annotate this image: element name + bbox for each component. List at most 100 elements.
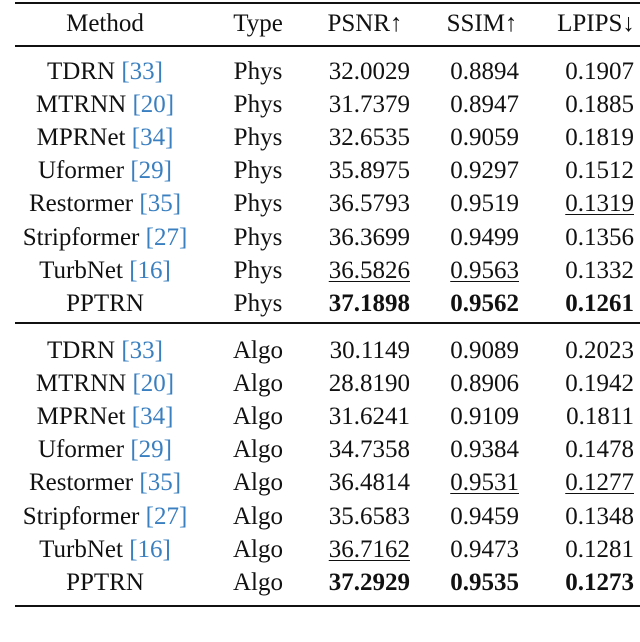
method-name: TurbNet [39,535,123,563]
psnr-cell: 30.1149 [329,337,410,364]
lpips-cell: 0.1273 [565,568,634,596]
method-cell: Stripformer [27] [23,502,188,532]
type-cell: Algo [233,403,283,431]
method-name: Uformer [38,157,125,185]
ssim-cell: 0.8906 [450,370,519,398]
method-cell: Uformer [29] [38,156,172,186]
psnr-cell: 36.7162 [328,535,410,563]
bottom-rule [15,605,640,607]
citation: [16] [129,535,171,563]
method-cell: MTRNN [20] [36,90,174,120]
method-cell: Restormer [35] [29,189,181,219]
type-cell: Phys [233,223,283,251]
header-cell: LPIPS↓ [557,10,635,37]
psnr-cell: 35.6583 [328,502,410,530]
method-name: MPRNet [36,403,126,431]
method-name: MPRNet [36,124,126,152]
header-cell: Type [233,10,283,37]
type-cell: Phys [233,91,283,119]
type-cell: Phys [233,124,283,152]
psnr-cell: 28.8190 [328,370,410,398]
psnr-cell: 32.6535 [328,124,410,152]
citation: [16] [129,256,171,284]
ssim-cell: 0.9519 [450,190,519,218]
psnr-cell: 34.7358 [328,436,410,464]
citation: [29] [130,436,172,464]
lpips-cell: 0.1811 [566,403,634,431]
type-cell: Algo [233,370,283,398]
header-cell: PSNR↑ [327,10,403,37]
psnr-cell: 36.5793 [328,190,410,218]
header-cell: SSIM↑ [446,10,518,37]
type-cell: Algo [233,502,283,530]
type-cell: Algo [233,535,283,563]
method-cell: TurbNet [16] [39,535,171,565]
ssim-cell: 0.9459 [450,502,519,530]
lpips-cell: 0.1356 [565,223,634,251]
method-name: TDRN [47,337,116,364]
psnr-cell: 32.0029 [328,58,410,85]
type-cell: Phys [233,157,283,185]
method-cell: PPTRN [66,568,144,598]
method-cell: Stripformer [27] [23,223,188,253]
header-cell: Method [66,10,144,37]
citation: [29] [130,157,172,185]
psnr-cell: 36.4814 [328,469,410,497]
lpips-cell: 0.2023 [565,337,634,364]
method-name: TurbNet [39,256,123,284]
lpips-cell: 0.1942 [565,370,634,398]
method-cell: Uformer [29] [38,435,172,465]
ssim-cell: 0.9297 [450,157,519,185]
method-name: PPTRN [66,568,144,596]
method-name: Stripformer [22,502,140,530]
lpips-cell: 0.1261 [565,289,634,317]
method-cell: TDRN [33] [47,336,163,366]
ssim-cell: 0.9499 [450,223,519,251]
method-name: Stripformer [22,223,140,251]
citation: [20] [132,91,175,119]
group-rule [15,322,640,324]
ssim-cell: 0.8894 [450,58,519,85]
method-name: MTRNN [35,370,127,398]
citation: [35] [139,190,182,218]
ssim-cell: 0.9535 [450,568,519,596]
type-cell: Phys [233,256,283,284]
type-cell: Phys [233,289,283,317]
method-cell: MTRNN [20] [36,369,174,399]
ssim-cell: 0.9473 [450,535,519,563]
lpips-cell: 0.1478 [565,436,634,464]
method-name: Uformer [38,436,125,464]
top-rule [15,2,640,4]
type-cell: Phys [233,58,283,85]
citation: [20] [132,370,175,398]
ssim-cell: 0.8947 [450,91,519,119]
ssim-cell: 0.9089 [450,337,519,364]
psnr-cell: 31.6241 [328,403,410,431]
method-cell: MPRNet [34] [37,123,174,153]
citation: [34] [131,403,174,431]
method-cell: Restormer [35] [29,468,181,498]
psnr-cell: 31.7379 [328,91,410,119]
method-cell: TDRN [33] [47,57,163,87]
method-name: PPTRN [66,289,144,317]
ssim-cell: 0.9059 [450,124,519,152]
type-cell: Algo [233,469,283,497]
lpips-cell: 0.1281 [565,535,634,563]
method-name: TDRN [47,58,116,85]
citation: [35] [139,469,182,497]
lpips-cell: 0.1907 [565,58,634,85]
ssim-cell: 0.9109 [450,403,519,431]
lpips-cell: 0.1348 [565,502,634,530]
citation: [27] [145,502,188,530]
ssim-cell: 0.9562 [450,289,519,317]
ssim-cell: 0.9531 [450,469,519,497]
citation: [33] [121,58,163,85]
ssim-cell: 0.9384 [450,436,519,464]
citation: [34] [131,124,174,152]
psnr-cell: 37.2929 [328,568,410,596]
header-rule [15,45,640,47]
citation: [27] [145,223,188,251]
psnr-cell: 36.3699 [328,223,410,251]
method-name: Restormer [28,190,134,218]
